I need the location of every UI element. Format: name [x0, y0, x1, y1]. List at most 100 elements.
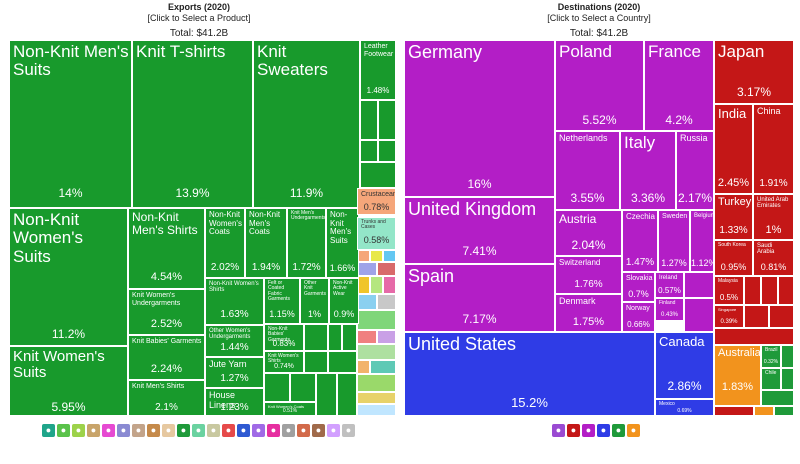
- treemap-minor-tile[interactable]: [781, 368, 794, 390]
- tile-france[interactable]: France 4.2%: [644, 40, 714, 131]
- treemap-minor-tile[interactable]: [264, 373, 290, 402]
- tile-other-women-s-undergarments[interactable]: Other Women's Undergarments 1.44%: [205, 325, 264, 357]
- treemap-minor-tile[interactable]: [337, 373, 357, 416]
- treemap-minor-tile[interactable]: [360, 162, 396, 188]
- treemap-minor-tile[interactable]: [357, 294, 377, 310]
- treemap-minor-tile[interactable]: [378, 140, 396, 162]
- treemap-minor-tile[interactable]: [328, 351, 357, 373]
- tile-non-knit-men-s-suits[interactable]: Non-Knit Men's Suits 1.66%: [326, 208, 359, 278]
- animal-icon[interactable]: ●: [42, 424, 55, 437]
- treemap-minor-tile[interactable]: [360, 100, 378, 140]
- tile-felt-or-coated-fabric-garments[interactable]: Felt or Coated Fabric Garments 1.15%: [264, 278, 300, 324]
- tile-south-korea[interactable]: South Korea 0.95%: [714, 240, 753, 276]
- treemap-minor-tile[interactable]: [684, 298, 714, 332]
- tile-switzerland[interactable]: Switzerland 1.76%: [555, 256, 622, 294]
- north-america-icon[interactable]: ●: [597, 424, 610, 437]
- tile-poland[interactable]: Poland 5.52%: [555, 40, 644, 131]
- tile-knit-men-s-shirts[interactable]: Knit Men's Shirts 2.1%: [128, 380, 205, 416]
- tile-non-knit-men-s-shirts[interactable]: Non-Knit Men's Shirts 4.54%: [128, 208, 205, 289]
- tile-leather-footwear[interactable]: Leather Footwear 1.48%: [360, 40, 396, 100]
- tile-italy[interactable]: Italy 3.36%: [620, 131, 676, 210]
- treemap-minor-tile[interactable]: [357, 330, 377, 344]
- tile-knit-women-s-shirts[interactable]: Knit Women's Shirts 0.74%: [264, 351, 304, 373]
- tile-finland[interactable]: Finland 0.43%: [655, 298, 684, 321]
- foodstuff-icon[interactable]: ●: [72, 424, 85, 437]
- footwear-icon[interactable]: ●: [192, 424, 205, 437]
- tile-denmark[interactable]: Denmark 1.75%: [555, 294, 622, 332]
- tile-non-knit-active-wear[interactable]: Non-Knit Active Wear 0.9%: [329, 278, 359, 324]
- weapon-icon[interactable]: ●: [282, 424, 295, 437]
- tile-knit-t-shirts[interactable]: Knit T-shirts 13.9%: [132, 40, 253, 208]
- tile-non-knit-babies-garments[interactable]: Non-Knit Babies' Garments 0.83%: [264, 324, 304, 351]
- tile-singapore[interactable]: Singapore 0.39%: [714, 305, 744, 328]
- treemap-minor-tile[interactable]: [328, 324, 342, 351]
- exports-subtitle[interactable]: [Click to Select a Product]: [147, 13, 251, 23]
- treemap-minor-tile[interactable]: [761, 276, 778, 305]
- instrument-icon[interactable]: ●: [267, 424, 280, 437]
- tile-ireland[interactable]: Ireland 0.57%: [655, 272, 684, 298]
- tile-russia[interactable]: Russia 2.17%: [676, 131, 714, 210]
- tile-non-knit-women-s-coats[interactable]: Non-Knit Women's Coats 2.02%: [205, 208, 245, 278]
- treemap-minor-tile[interactable]: [377, 330, 396, 344]
- tile-united-kingdom[interactable]: United Kingdom 7.41%: [404, 197, 555, 264]
- gem-icon[interactable]: ●: [327, 424, 340, 437]
- treemap-minor-tile[interactable]: [744, 276, 761, 305]
- other-icon[interactable]: ●: [342, 424, 355, 437]
- tile-house-linens[interactable]: House Linens 1.23%: [205, 388, 264, 416]
- treemap-minor-tile[interactable]: [342, 324, 357, 351]
- treemap-minor-tile[interactable]: [769, 305, 794, 328]
- oceania-icon[interactable]: ●: [627, 424, 640, 437]
- treemap-minor-tile[interactable]: [754, 406, 774, 416]
- tile-knit-women-s-suits[interactable]: Knit Women's Suits 5.95%: [9, 346, 128, 416]
- treemap-minor-tile[interactable]: [761, 390, 794, 406]
- treemap-minor-tile[interactable]: [357, 344, 396, 360]
- treemap-minor-tile[interactable]: [316, 373, 337, 416]
- tile-japan[interactable]: Japan 3.17%: [714, 40, 794, 104]
- treemap-minor-tile[interactable]: [357, 262, 377, 276]
- chemical-icon[interactable]: ●: [102, 424, 115, 437]
- tile-turkey[interactable]: Turkey 1.33%: [714, 194, 753, 240]
- tile-trunks-and-cases[interactable]: Trunks and Cases 0.58%: [357, 217, 396, 250]
- treemap-minor-tile[interactable]: [774, 406, 794, 416]
- mineral-icon[interactable]: ●: [87, 424, 100, 437]
- treemap-minor-tile[interactable]: [357, 374, 396, 392]
- destinations-treemap[interactable]: Germany 16% Poland 5.52% France 4.2% Netherlan…: [404, 40, 794, 416]
- treemap-minor-tile[interactable]: [370, 360, 396, 374]
- asia-icon[interactable]: ●: [567, 424, 580, 437]
- treemap-minor-tile[interactable]: [357, 392, 396, 404]
- textile-icon[interactable]: ●: [177, 424, 190, 437]
- treemap-minor-tile[interactable]: [744, 305, 769, 328]
- tile-non-knit-men-s-suits[interactable]: Non-Knit Men's Suits 14%: [9, 40, 132, 208]
- tile-malaysia[interactable]: Malaysia 0.5%: [714, 276, 744, 305]
- treemap-minor-tile[interactable]: [357, 310, 396, 330]
- treemap-minor-tile[interactable]: [714, 406, 754, 416]
- treemap-minor-tile[interactable]: [359, 215, 396, 217]
- stone-icon[interactable]: ●: [207, 424, 220, 437]
- treemap-minor-tile[interactable]: [377, 262, 396, 276]
- tile-non-knit-women-s-shirts[interactable]: Non-Knit Women's Shirts 1.63%: [205, 278, 264, 325]
- treemap-minor-tile[interactable]: [781, 345, 794, 368]
- metal-icon[interactable]: ●: [222, 424, 235, 437]
- tile-knit-sweaters[interactable]: Knit Sweaters 11.9%: [253, 40, 360, 208]
- tile-saudi-arabia[interactable]: Saudi Arabia 0.81%: [753, 240, 794, 276]
- treemap-minor-tile[interactable]: [290, 373, 316, 402]
- treemap-minor-tile[interactable]: [778, 276, 794, 305]
- tile-crustaceans[interactable]: Crustaceans 0.78%: [357, 188, 396, 215]
- tile-norway[interactable]: Norway 0.66%: [622, 302, 655, 332]
- treemap-minor-tile[interactable]: [360, 140, 378, 162]
- tile-slovakia[interactable]: Slovakia 0.7%: [622, 272, 655, 302]
- tile-brazil[interactable]: Brazil 0.32%: [761, 345, 781, 368]
- treemap-minor-tile[interactable]: [383, 276, 396, 294]
- leather-icon[interactable]: ●: [132, 424, 145, 437]
- transport-icon[interactable]: ●: [252, 424, 265, 437]
- exports-treemap[interactable]: Non-Knit Men's Suits 14% Knit T-shirts 13.9…: [9, 40, 398, 416]
- treemap-minor-tile[interactable]: [383, 250, 396, 262]
- tile-austria[interactable]: Austria 2.04%: [555, 210, 622, 256]
- treemap-minor-tile[interactable]: [304, 351, 328, 373]
- tile-jute-yarn[interactable]: Jute Yarn 1.27%: [205, 357, 264, 388]
- plastic-icon[interactable]: ●: [117, 424, 130, 437]
- tile-sweden[interactable]: Sweden 1.27%: [658, 210, 690, 272]
- tile-germany[interactable]: Germany 16%: [404, 40, 555, 197]
- tile-united-states[interactable]: United States 15.2%: [404, 332, 655, 416]
- tile-united-arab-emirates[interactable]: United Arab Emirates 1%: [753, 194, 794, 240]
